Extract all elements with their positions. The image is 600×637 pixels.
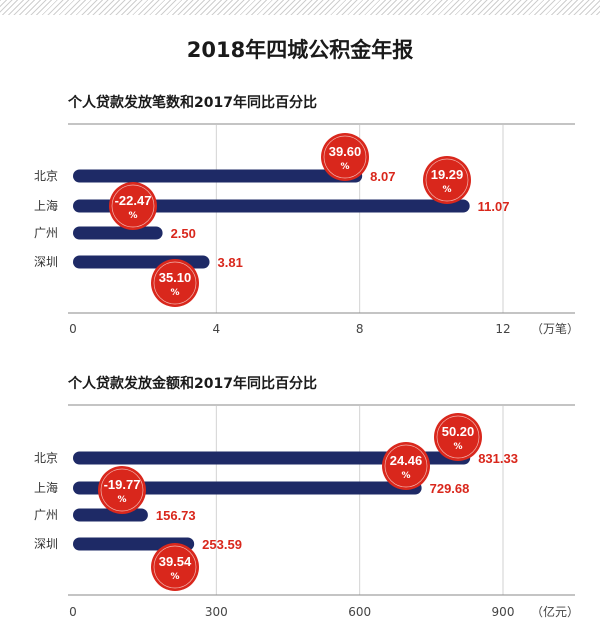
yoy-value: 39.60 bbox=[329, 144, 362, 159]
yoy-badge-ring bbox=[153, 545, 197, 589]
x-axis-unit: （万笔） bbox=[531, 321, 579, 336]
yoy-value: -22.47 bbox=[115, 193, 152, 208]
yoy-percent-sign: % bbox=[170, 572, 179, 582]
x-tick-label: 0 bbox=[69, 322, 77, 336]
yoy-badge-circle bbox=[109, 182, 157, 230]
yoy-badge-circle bbox=[151, 543, 199, 591]
yoy-badge-ring bbox=[100, 468, 144, 512]
category-label: 广州 bbox=[34, 508, 58, 522]
yoy-badge-circle bbox=[382, 442, 430, 490]
yoy-value: 50.20 bbox=[442, 424, 475, 439]
yoy-percent-sign: % bbox=[442, 185, 451, 195]
yoy-percent-sign: % bbox=[128, 211, 137, 221]
yoy-badge: 39.60% bbox=[321, 133, 369, 181]
bar bbox=[73, 451, 471, 465]
x-tick-label: 600 bbox=[348, 605, 371, 619]
yoy-badge: 19.29% bbox=[423, 156, 471, 204]
x-axis-unit: （亿元） bbox=[531, 604, 579, 619]
yoy-badge-circle bbox=[98, 466, 146, 514]
x-tick-label: 4 bbox=[213, 322, 221, 336]
yoy-badge-circle bbox=[434, 413, 482, 461]
yoy-value: 19.29 bbox=[431, 167, 464, 182]
bar bbox=[73, 226, 163, 240]
category-label: 北京 bbox=[34, 451, 58, 465]
x-tick-label: 300 bbox=[205, 605, 228, 619]
yoy-badge-circle bbox=[423, 156, 471, 204]
yoy-badge: 35.10% bbox=[151, 259, 199, 307]
chart-2: 0 300 600 900 （亿元） 北京 831.33 上海 729.68 广州 156.73 深圳… bbox=[34, 404, 579, 619]
chart-2-title: 个人贷款发放金额和2017年同比百分比 bbox=[68, 376, 317, 392]
yoy-badge-circle bbox=[321, 133, 369, 181]
yoy-badge: 50.20% bbox=[434, 413, 482, 461]
yoy-value: 24.46 bbox=[390, 453, 423, 468]
yoy-percent-sign: % bbox=[401, 471, 410, 481]
x-tick-label: 900 bbox=[492, 605, 515, 619]
yoy-badge: 24.46% bbox=[382, 442, 430, 490]
x-tick-label: 8 bbox=[356, 322, 364, 336]
yoy-value: -19.77 bbox=[104, 477, 141, 492]
yoy-badge-ring bbox=[436, 415, 480, 459]
yoy-percent-sign: % bbox=[340, 162, 349, 172]
yoy-value: 35.10 bbox=[159, 270, 192, 285]
yoy-badge: -19.77% bbox=[98, 466, 146, 514]
category-label: 上海 bbox=[34, 480, 58, 495]
value-label: 729.68 bbox=[430, 481, 470, 496]
value-label: 8.07 bbox=[370, 169, 395, 184]
yoy-value: 39.54 bbox=[159, 554, 192, 569]
yoy-badge-ring bbox=[384, 444, 428, 488]
yoy-badge-ring bbox=[153, 261, 197, 305]
page-title: 2018年四城公积金年报 bbox=[186, 38, 414, 62]
category-label: 广州 bbox=[34, 226, 58, 240]
yoy-badge-ring bbox=[425, 158, 469, 202]
bar bbox=[73, 169, 363, 183]
value-label: 11.07 bbox=[478, 199, 510, 214]
yoy-badge: -22.47% bbox=[109, 182, 157, 230]
category-label: 北京 bbox=[34, 169, 58, 183]
yoy-badge: 39.54% bbox=[151, 543, 199, 591]
category-label: 深圳 bbox=[34, 255, 58, 269]
value-label: 831.33 bbox=[478, 451, 518, 466]
x-tick-label: 0 bbox=[69, 605, 77, 619]
bar bbox=[73, 481, 422, 495]
yoy-percent-sign: % bbox=[117, 495, 126, 505]
yoy-badge-ring bbox=[323, 135, 367, 179]
yoy-percent-sign: % bbox=[170, 288, 179, 298]
x-tick-label: 12 bbox=[495, 322, 510, 336]
header-hatch bbox=[0, 0, 600, 15]
yoy-percent-sign: % bbox=[453, 442, 462, 452]
chart-1: 0 4 8 12 （万笔） 北京 8.07 上海 11.07 广州 2.50 深圳 3.81 39.60%… bbox=[34, 123, 579, 336]
value-label: 253.59 bbox=[202, 537, 242, 552]
bar bbox=[73, 199, 470, 213]
category-label: 深圳 bbox=[34, 537, 58, 551]
value-label: 3.81 bbox=[218, 255, 243, 270]
yoy-badge-circle bbox=[151, 259, 199, 307]
chart-1-title: 个人贷款发放笔数和2017年同比百分比 bbox=[68, 95, 317, 111]
category-label: 上海 bbox=[34, 198, 58, 213]
value-label: 2.50 bbox=[171, 226, 196, 241]
yoy-badge-ring bbox=[111, 184, 155, 228]
value-label: 156.73 bbox=[156, 508, 196, 523]
